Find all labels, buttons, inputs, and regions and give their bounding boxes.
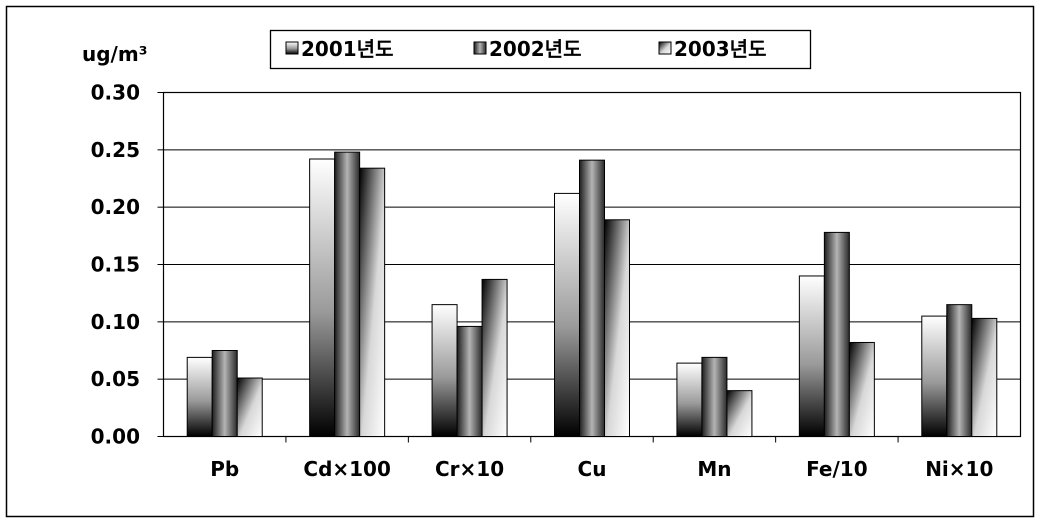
legend-swatch-2003 — [658, 41, 672, 55]
bar-2001 — [309, 158, 336, 438]
bar-2002 — [211, 350, 238, 437]
x-tick-label: Fe/10 — [806, 457, 868, 481]
bar-2003 — [971, 317, 998, 438]
legend-swatch-2002 — [473, 41, 487, 55]
bar-2003 — [726, 390, 753, 437]
y-tick-label: 0.10 — [91, 310, 140, 334]
x-tick-label: Cu — [578, 457, 607, 481]
x-tick-labels: Pb Cd×100 Cr×10 Cu Mn Fe/10 Ni×10 — [210, 436, 993, 481]
bar-2001 — [431, 304, 458, 437]
y-tick-label: 0.30 — [91, 81, 140, 105]
bar-2002 — [579, 159, 605, 438]
y-tick-labels: 0.00 0.05 0.10 0.15 0.20 0.25 0.30 — [91, 81, 140, 449]
y-tick-label: 0.25 — [91, 138, 140, 162]
bar-2003 — [848, 341, 875, 437]
bar-2001 — [798, 275, 825, 438]
legend-label-2003: 2003년도 — [674, 37, 766, 61]
bar-2003 — [481, 278, 508, 438]
x-tick-label: Pb — [210, 457, 239, 481]
bar-2001 — [921, 315, 948, 438]
x-tick-label: Mn — [697, 457, 731, 481]
y-axis-label: ug/m³ — [82, 42, 147, 66]
bar-2001 — [186, 356, 213, 438]
y-tick-label: 0.20 — [91, 195, 140, 219]
legend: 2001년도 2002년도 2003년도 — [285, 37, 766, 61]
y-tick-label: 0.00 — [91, 425, 140, 449]
x-tick-label: Cd×100 — [303, 457, 391, 481]
y-tick-label: 0.05 — [91, 367, 140, 391]
bar-2003 — [604, 219, 630, 437]
bar-2002 — [701, 356, 728, 438]
bar-2001 — [676, 362, 703, 438]
bar-2002 — [456, 325, 483, 438]
legend-label-2001: 2001년도 — [301, 37, 393, 61]
legend-label-2002: 2002년도 — [489, 37, 581, 61]
y-tick-label: 0.15 — [91, 253, 140, 277]
x-tick-label: Cr×10 — [435, 457, 504, 481]
bar-2002 — [946, 304, 973, 437]
bar-2002 — [334, 151, 361, 437]
bar-2003 — [359, 167, 386, 437]
bar-2002 — [823, 231, 850, 437]
bars — [186, 151, 998, 438]
legend-box — [269, 29, 812, 70]
legend-swatch-2001 — [285, 41, 299, 55]
bar-2003 — [236, 377, 263, 437]
bar-2001 — [554, 192, 580, 437]
outer-border — [5, 5, 1035, 518]
x-tick-label: Ni×10 — [925, 457, 993, 481]
